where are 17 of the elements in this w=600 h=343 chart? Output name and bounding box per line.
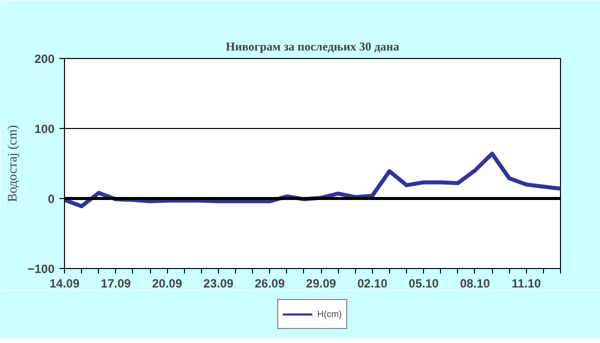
x-tick-label: 26.09 (254, 276, 286, 290)
y-tick-label: 200 (34, 52, 55, 66)
chart-title: Нивограм за последњих 30 дана (226, 40, 400, 54)
x-tick-label: 11.10 (512, 276, 542, 290)
y-tick-label: 0 (48, 192, 55, 206)
x-tick-label: 20.09 (152, 276, 182, 290)
legend-label: H(cm) (317, 309, 342, 319)
x-tick-label: 14.09 (49, 276, 80, 290)
x-tick-label: 29.09 (306, 276, 336, 290)
x-tick-label: 02.10 (357, 276, 388, 290)
x-tick-label: 23.09 (203, 276, 234, 290)
y-axis-title: Водостај (cm) (4, 124, 20, 202)
x-tick-label: 17.09 (100, 276, 132, 290)
x-tick-label: 05.10 (408, 276, 440, 290)
x-tick-label: 08.10 (460, 276, 490, 290)
y-tick-label: 100 (34, 122, 55, 136)
y-tick-label: −100 (27, 262, 55, 276)
